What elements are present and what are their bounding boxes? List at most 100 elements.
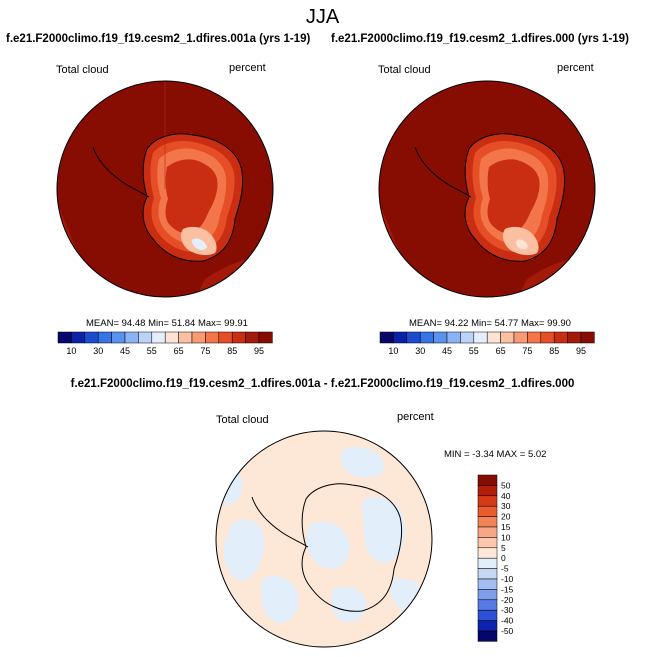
panel-1-colorbar-label: 10 (66, 346, 76, 356)
panel-1-map-border (56, 80, 274, 298)
panel-1-minimum-core (191, 238, 207, 250)
panel-3-colorbar-label: 30 (501, 501, 511, 511)
panel-1-colorbar-label: 75 (200, 346, 210, 356)
panel-3-colorbar-box (477, 568, 498, 580)
panel-2-max-label: Max= (520, 318, 545, 329)
panel-2-colorbar-label: 55 (469, 346, 479, 356)
panel-2-colorbar-label: 30 (415, 346, 425, 356)
panel-1-colorbar-box (151, 331, 166, 344)
panel-2-colorbar-box (433, 331, 448, 344)
panel-1-peninsula-coast (92, 146, 150, 198)
panel-1-colorbar-box (205, 331, 220, 344)
panel-2-map (378, 80, 596, 298)
panel-2-plateau (487, 159, 540, 234)
panel-3-colorbar-box (477, 526, 498, 538)
panel-3-colorbar-box (477, 609, 498, 621)
panel-1-colorbar-box (191, 331, 206, 344)
panel-3-colorbar-box (477, 505, 498, 517)
panel-3-neg-patch-sw (260, 575, 299, 624)
panel-3-peninsula-coast (251, 496, 309, 548)
panel-1-max-value: 99.91 (224, 318, 248, 329)
panel-3-colorbar-box (477, 589, 498, 601)
panel-2-colorbar-box (460, 331, 475, 344)
panel-2-colorbar-label: 65 (496, 346, 506, 356)
panel-1-coastline (142, 133, 244, 262)
panel-2-colorbar-label: 95 (576, 346, 586, 356)
panel-3-colorbar-box (477, 599, 498, 611)
panel-3-colorbar-label: 20 (501, 512, 511, 522)
panel-3-neg-patch-n (340, 446, 385, 478)
panel-1-colorbar-box (245, 331, 260, 344)
panel-1-stats: MEAN= 94.48 Min= 51.84 Max= 99.91 (86, 318, 248, 329)
panel-2-min-value: 54.77 (494, 318, 519, 329)
panel-2-colorbar-box (446, 331, 461, 344)
panel-1-colorbar-box (124, 331, 139, 344)
panel-2-colorbar-box (486, 331, 501, 344)
panel-2-max-value: 99.90 (547, 318, 571, 329)
panel-1-map (56, 80, 274, 298)
panel-2-colorbar-box (567, 331, 582, 344)
panel-1-min-value: 51.84 (171, 318, 196, 329)
panel-2-colorbar-box (500, 331, 515, 344)
panel-2-colorbar-box (419, 331, 434, 344)
panel-3-colorbar-box (477, 474, 498, 486)
panel-2-colorbar-label: 85 (549, 346, 559, 356)
panel-3-colorbar-label: 15 (501, 522, 511, 532)
panel-1-colorbar-box (258, 331, 273, 344)
panel-1-colorbar-box (231, 331, 246, 344)
panel-2-colorbar-box (553, 331, 568, 344)
panel-3-colorbar-box (477, 557, 498, 569)
panel-3-colorbar-label: 10 (501, 532, 511, 542)
panel-1-colorbar-label: 30 (93, 346, 103, 356)
panel-1-colorbar-box (84, 331, 99, 344)
panel-3-colorbar-label: 50 (501, 480, 511, 490)
panel-3-colorbar-box (477, 620, 498, 632)
panel-1-colorbar-label: 45 (120, 346, 130, 356)
panel-3-colorbar-label: -40 (501, 616, 514, 626)
panel-3-units: percent (397, 411, 434, 423)
panel-3-colorbar-box (477, 630, 498, 642)
panel-3-colorbar-box (477, 547, 498, 559)
panel-2-title: f.e21.F2000climo.f19_f19.cesm2_1.dfires.… (331, 33, 629, 45)
panel-1-colorbar-box (218, 331, 233, 344)
panel-2-colorbar-box (513, 331, 528, 344)
panel-1-variable: Total cloud (56, 64, 109, 76)
panel-2-mean-label: MEAN= (409, 318, 442, 329)
panel-2-variable: Total cloud (378, 64, 431, 76)
panel-2-colorbar-box (406, 331, 421, 344)
panel-1-units: percent (229, 62, 266, 74)
panel-1-colorbar-box (178, 331, 193, 344)
panel-1-colorbar-box (111, 331, 126, 344)
panel-2-colorbar-box (473, 331, 488, 344)
panel-2-colorbar-box (527, 331, 542, 344)
panel-2-mean-value: 94.22 (444, 318, 469, 329)
panel-2-peninsula-coast (414, 146, 472, 198)
panel-2-colorbar-box (540, 331, 555, 344)
panel-3-colorbar-label: 40 (501, 491, 511, 501)
panel-1-mean-value: 94.48 (121, 318, 146, 329)
panel-2-units: percent (557, 62, 594, 74)
panel-1-colorbar-label: 85 (227, 346, 237, 356)
panel-3-colorbar-label: 5 (501, 543, 506, 553)
panel-3-colorbar-label: -50 (501, 626, 514, 636)
panel-3-colorbar-label: -15 (501, 584, 514, 594)
panel-3-neg-patch-interior (306, 521, 350, 569)
panel-2-colorbar-label: 45 (442, 346, 452, 356)
panel-3-min-label: MIN = (444, 449, 470, 460)
panel-1-colorbar-label: 65 (174, 346, 184, 356)
panel-1-colorbar: 10 30 45 55 65 75 85 95 (57, 331, 273, 356)
panel-3-colorbar-box (477, 516, 498, 528)
panel-3-colorbar-box (477, 495, 498, 507)
panel-2-min-label: Min= (471, 318, 492, 329)
panel-2-colorbar-label: 10 (388, 346, 398, 356)
panel-3-colorbar-label: 0 (501, 553, 506, 563)
panel-3-neg-patch-s (331, 586, 367, 623)
panel-2-stats: MEAN= 94.22 Min= 54.77 Max= 99.90 (409, 318, 571, 329)
panel-3-colorbar-box (477, 578, 498, 590)
panel-2-colorbar: 10 30 45 55 65 75 85 95 (379, 331, 595, 356)
panel-1-title: f.e21.F2000climo.f19_f19.cesm2_1.dfires.… (6, 33, 311, 45)
panel-3-min-value: -3.34 (472, 449, 494, 460)
panel-2-colorbar-label: 75 (522, 346, 532, 356)
panel-1-min-label: Min= (148, 318, 169, 329)
